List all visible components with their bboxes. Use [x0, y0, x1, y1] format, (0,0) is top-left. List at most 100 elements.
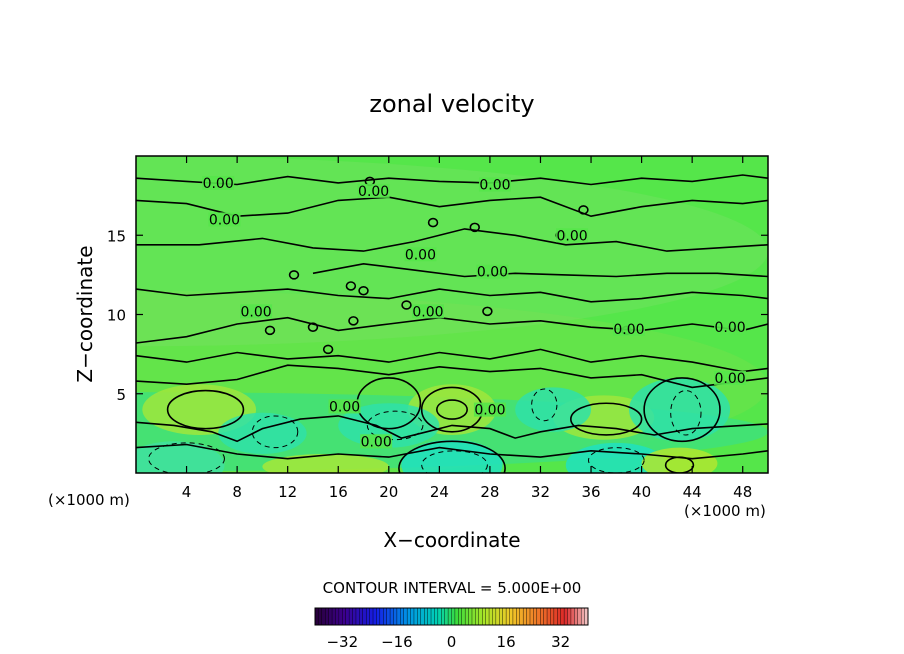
colorbar-swatch: [478, 607, 483, 626]
contour-ring: [348, 316, 359, 326]
contour-label: 0.00: [209, 212, 240, 228]
contour-label-bg: [202, 175, 235, 190]
colorbar-tick-label: −32: [326, 633, 358, 651]
contour-ring: [531, 388, 558, 422]
x-axis-ticks: 4 8 12 16 20 24 28 32 36 40 44 48: [182, 156, 752, 501]
colorbar-swatch: [424, 607, 429, 626]
contour-ring: [264, 325, 276, 336]
colorbar-swatch: [321, 607, 326, 626]
colorbar-swatch: [488, 607, 493, 626]
colorbar-swatch: [533, 607, 538, 626]
contour-ring: [307, 322, 319, 332]
field-patch: [401, 439, 503, 473]
colorbar-swatch: [458, 607, 463, 626]
colorbar-swatch: [516, 607, 521, 626]
contour-line: [136, 196, 768, 218]
y-tick-label: 10: [107, 307, 126, 325]
contour-ring: [251, 415, 299, 449]
contour-line: [136, 288, 768, 303]
x-tick-label: 40: [632, 483, 651, 501]
x-tick-label: 16: [329, 483, 348, 501]
colorbar-swatch: [441, 607, 446, 626]
contour-ring: [427, 217, 439, 228]
x-tick-label: 36: [581, 483, 600, 501]
x-tick-label: 32: [531, 483, 550, 501]
contour-label: 0.00: [361, 434, 392, 450]
contour-label: 0.00: [613, 322, 644, 338]
contour-ring: [366, 410, 424, 441]
colorbar-swatch: [560, 607, 565, 626]
colorbar-swatch: [427, 607, 432, 626]
colorbar-frame: [314, 607, 589, 626]
colorbar-swatch: [451, 607, 456, 626]
colorbar-swatch: [553, 607, 558, 626]
contour-label-bg: [360, 434, 393, 449]
colorbar: [314, 607, 589, 626]
colorbar-swatch: [386, 607, 391, 626]
colorbar-swatch: [550, 607, 555, 626]
contour-ring: [482, 306, 493, 317]
contour-line: [312, 262, 768, 278]
contour-label-bg: [208, 212, 241, 227]
plot-area: 0.00 0.00 0.00 0.00 0.00 0.00 0.00 0.00 0.00 0.00…: [136, 156, 768, 473]
colorbar-tick-label: −16: [381, 633, 413, 651]
colorbar-swatch: [461, 607, 466, 626]
contour-ring: [398, 440, 506, 473]
y-tick-label: 5: [116, 386, 126, 404]
contour-ring: [345, 281, 357, 291]
contour-label: 0.00: [329, 399, 360, 415]
contour-line: [136, 415, 768, 443]
colorbar-swatch: [434, 607, 439, 626]
contour-line: [136, 348, 768, 373]
contour-label: 0.00: [474, 403, 505, 419]
colorbar-swatch: [338, 607, 343, 626]
contour-ring: [469, 222, 480, 233]
field-patch: [628, 377, 731, 442]
x-tick-label: 4: [182, 483, 192, 501]
x-unit-right: (×1000 m): [684, 502, 766, 520]
x-tick-label: 8: [232, 483, 242, 501]
x-tick-label: 48: [733, 483, 752, 501]
colorbar-swatch: [372, 607, 377, 626]
contour-label: 0.00: [479, 178, 510, 194]
y-axis-label: Z−coordinate: [73, 245, 97, 382]
contour-label-bg: [612, 321, 645, 336]
colorbar-swatch: [437, 607, 442, 626]
colorbar-swatch: [492, 607, 497, 626]
colorbar-swatch: [454, 607, 459, 626]
colorbar-swatch: [468, 607, 473, 626]
colorbar-swatch: [396, 607, 401, 626]
colorbar-swatch: [526, 607, 531, 626]
colorbar-swatch: [519, 607, 524, 626]
contour-label: 0.00: [714, 320, 745, 336]
colorbar-swatch: [400, 607, 405, 626]
colorbar-swatch: [369, 607, 374, 626]
contour-ring: [421, 450, 488, 473]
contour-label: 0.00: [203, 176, 234, 192]
contour-ring: [288, 270, 300, 280]
contour-label: 0.00: [477, 265, 508, 281]
colorbar-tick-label: 0: [447, 633, 457, 651]
colorbar-swatch: [403, 607, 408, 626]
colorbar-swatch: [325, 607, 330, 626]
contour-label-bg: [556, 228, 589, 243]
y-axis-ticks: 5 10 15: [107, 227, 768, 404]
colorbar-swatch: [563, 607, 569, 626]
chart-title: zonal velocity: [369, 90, 534, 118]
colorbar-swatch: [529, 607, 534, 626]
colorbar-swatch: [331, 607, 336, 626]
colorbar-swatch: [430, 607, 435, 626]
colorbar-swatch: [444, 607, 449, 626]
contour-ring: [148, 442, 225, 473]
colorbar-swatch: [482, 607, 487, 626]
contour-ring: [166, 389, 245, 430]
colorbar-swatch: [389, 607, 394, 626]
colorbar-swatch: [543, 607, 548, 626]
contour-ring: [670, 390, 702, 436]
field-patch: [641, 447, 718, 473]
y-tick-label: 15: [107, 227, 126, 245]
contour-ring: [664, 456, 695, 473]
field-patch: [515, 387, 592, 432]
contour-label-bg: [478, 177, 511, 192]
